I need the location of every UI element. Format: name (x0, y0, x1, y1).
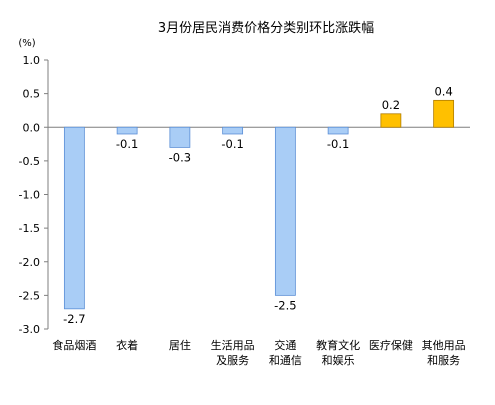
bar (169, 126, 191, 148)
category-label: 生活用品 (211, 338, 255, 352)
category-label: 和通信 (269, 354, 302, 367)
bar (63, 126, 85, 310)
data-label: -0.3 (169, 150, 191, 164)
category-label: 其他用品 (422, 339, 466, 352)
y-tick-label: -3.0 (19, 323, 40, 336)
category-label: 食品烟酒 (52, 338, 96, 352)
y-tick-label: -2.0 (19, 256, 40, 269)
data-label: 0.4 (434, 84, 452, 98)
bar (116, 126, 138, 135)
category-label: 衣着 (116, 338, 138, 352)
category-label: 教育文化 (316, 338, 360, 352)
category-label: 和娱乐 (322, 353, 355, 367)
y-axis: 1.0 0.5 0.0 -0.5 -1.0 -1.5 -2.0 -2.5 -3.0 (19, 54, 470, 336)
data-label: -2.7 (63, 312, 85, 326)
data-label: -0.1 (116, 137, 138, 151)
data-labels: -2.7 -0.1 -0.3 -0.1 -2.5 -0.1 0.2 0.4 (63, 84, 453, 325)
category-label: 居住 (169, 338, 191, 352)
category-label: 和服务 (427, 354, 460, 367)
y-tick-label: -1.5 (19, 222, 40, 235)
bars (63, 99, 455, 310)
y-axis-unit-label: (%) (18, 38, 35, 49)
y-tick-label: 0.0 (23, 121, 41, 134)
category-label: 交通 (274, 338, 296, 352)
y-tick-label: 1.0 (23, 54, 41, 67)
bar (433, 99, 455, 128)
bar (327, 126, 349, 135)
data-label: -0.1 (221, 137, 243, 151)
bar (380, 113, 402, 128)
data-label: -2.5 (274, 298, 296, 312)
y-tick-label: -0.5 (19, 155, 40, 168)
bar (222, 126, 244, 135)
category-label: 及服务 (216, 354, 249, 367)
y-tick-label: -1.0 (19, 189, 40, 202)
y-tick-label: 0.5 (23, 88, 41, 101)
bar (274, 126, 296, 296)
data-label: -0.1 (327, 137, 349, 151)
data-label: 0.2 (382, 98, 400, 112)
y-tick-label: -2.5 (19, 289, 40, 302)
category-label: 医疗保健 (369, 338, 413, 352)
chart-title: 3月份居民消费价格分类别环比涨跌幅 (158, 20, 374, 36)
